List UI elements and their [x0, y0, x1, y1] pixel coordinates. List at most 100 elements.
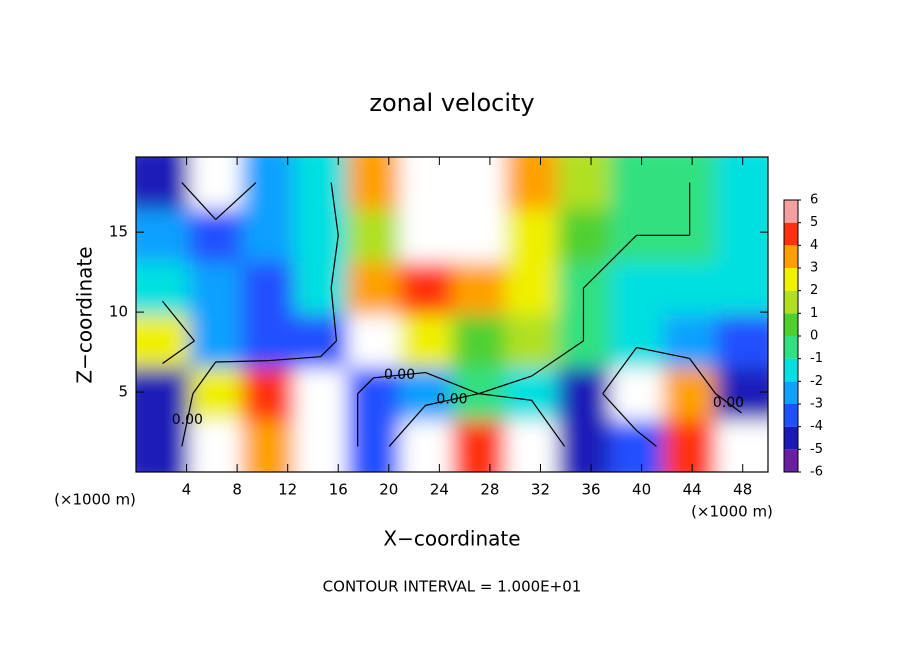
colorbar-swatch — [784, 222, 798, 246]
cell — [136, 208, 190, 263]
cell — [715, 261, 768, 315]
cell — [294, 420, 348, 472]
colorbar-label: 5 — [810, 215, 818, 230]
x-tick-label: 44 — [683, 481, 702, 499]
cell — [241, 208, 295, 263]
colorbar-label: 0 — [810, 329, 818, 344]
contour-line — [330, 235, 339, 289]
contour-line — [583, 234, 637, 289]
colorbar-label: 4 — [810, 238, 818, 253]
cell — [610, 420, 664, 472]
contour-line — [602, 347, 638, 395]
x-unit-right: (×1000 m) — [691, 503, 773, 521]
cell — [399, 208, 453, 263]
cell — [715, 208, 768, 263]
cell — [610, 261, 664, 315]
x-tick-label: 8 — [232, 481, 242, 499]
y-tick-label: 5 — [118, 383, 128, 401]
x-axis-label: X−coordinate — [383, 527, 520, 551]
cell — [557, 420, 611, 472]
cell — [610, 157, 664, 210]
cell — [189, 261, 243, 315]
contour-line — [388, 404, 426, 447]
contour-line — [478, 375, 532, 395]
contour-label: 0.00 — [713, 395, 744, 411]
field — [136, 157, 768, 472]
contour-line — [357, 377, 375, 395]
contour-label: 0.00 — [172, 412, 203, 428]
cell — [399, 367, 453, 421]
contour-line — [715, 393, 742, 414]
cell — [663, 261, 717, 315]
cell — [347, 314, 401, 368]
contour-line — [192, 361, 217, 394]
cell — [557, 367, 611, 421]
cell — [663, 367, 717, 421]
contour-line — [181, 393, 194, 447]
chart-title: zonal velocity — [369, 89, 534, 117]
cell — [505, 314, 559, 368]
cell — [294, 208, 348, 263]
colorbar-swatch — [784, 404, 798, 427]
colorbar-label: -3 — [810, 397, 823, 412]
contour-note: CONTOUR INTERVAL = 1.000E+01 — [323, 578, 582, 596]
colorbar-swatch — [784, 313, 798, 336]
colorbar-label: -1 — [810, 351, 823, 366]
colorbar-label: 2 — [810, 283, 818, 298]
x-tick-label: 12 — [278, 481, 297, 499]
x-tick-label: 28 — [480, 481, 499, 499]
cell — [610, 314, 664, 368]
contour-label: 0.00 — [436, 392, 467, 408]
colorbar-swatch — [784, 200, 798, 223]
cell — [505, 261, 559, 315]
colorbar-label: -2 — [810, 374, 823, 389]
y-tick-label: 10 — [109, 303, 128, 321]
colorbar-swatch — [784, 426, 798, 450]
cell — [557, 208, 611, 263]
cell — [294, 314, 348, 368]
contour-line — [689, 358, 717, 395]
cell — [452, 208, 506, 263]
colorbar-swatch — [784, 336, 798, 359]
contour-line — [636, 430, 657, 447]
contour-line — [215, 360, 268, 363]
cell — [505, 157, 559, 210]
cell — [399, 420, 453, 472]
colorbar-label: -6 — [810, 465, 823, 480]
colorbar-label: 6 — [810, 193, 818, 208]
cell — [505, 208, 559, 263]
x-tick-label: 4 — [182, 481, 192, 499]
cell — [715, 420, 768, 472]
cell — [452, 314, 506, 368]
cell — [241, 420, 295, 472]
cell — [241, 157, 295, 210]
cell — [452, 261, 506, 315]
contour-line — [330, 182, 339, 236]
cell — [452, 420, 506, 472]
y-tick-label: 15 — [109, 223, 128, 241]
contour-line — [162, 300, 195, 342]
cell — [189, 420, 243, 472]
colorbar-swatch — [784, 358, 798, 382]
cell — [610, 367, 664, 421]
colorbar-swatch — [784, 449, 798, 472]
cell — [399, 314, 453, 368]
contour-line — [425, 393, 479, 406]
contour-line — [330, 288, 338, 341]
cells — [136, 157, 768, 472]
cell — [189, 208, 243, 263]
contour-line — [215, 182, 257, 220]
cell — [294, 367, 348, 421]
x-tick-label: 16 — [329, 481, 348, 499]
cell — [399, 261, 453, 315]
cell — [715, 314, 768, 368]
contour-line — [425, 371, 479, 395]
cell — [241, 367, 295, 421]
cell — [557, 157, 611, 210]
colorbar-swatch — [784, 290, 798, 314]
contour-line — [267, 356, 321, 362]
contour-line — [602, 393, 637, 431]
cell — [347, 261, 401, 315]
cell — [715, 157, 768, 210]
contour-line — [320, 340, 337, 358]
